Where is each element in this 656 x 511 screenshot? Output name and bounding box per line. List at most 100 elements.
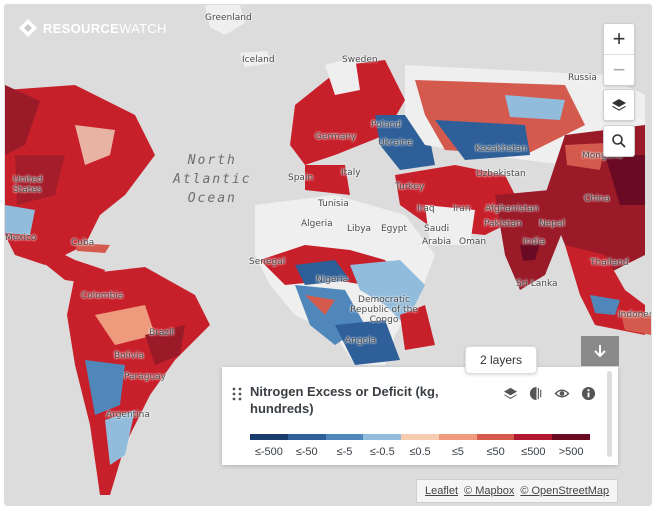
legend-label: ≤-500 [254,446,283,458]
place-label: Afghanistan [485,204,539,214]
legend-color-swatch [287,434,326,440]
ocean-line: Ocean [187,191,237,206]
place-label: Tunisia [318,199,349,209]
place-label: Mexico [5,233,37,243]
basemap-layers-button[interactable] [603,89,635,121]
place-label: Russia [568,73,597,83]
legend-label: ≤5 [451,446,464,458]
place-label: Argentina [106,410,150,420]
place-label: Sri Lanka [516,279,558,289]
legend-toolbar [502,385,596,401]
map-frame: RESOURCEWATCH North Atlantic Ocean Green… [4,4,652,506]
place-label: Ukraine [378,138,413,148]
place-label: Greenland [205,13,252,23]
place-label: Nigeria [316,275,349,285]
layers-toggle-button[interactable] [502,385,518,401]
map-svg [5,5,651,505]
visibility-button[interactable] [554,385,570,401]
place-label: Oman [459,237,487,247]
place-label: Democratic Republic of the Congo [350,295,418,325]
search-button[interactable] [603,125,635,157]
legend-label: ≤0.5 [409,446,431,458]
place-label: Turkey [395,182,425,192]
place-label: Thailand [590,258,629,268]
place-label: Iraq [417,204,435,214]
mapbox-link[interactable]: © Mapbox [464,485,515,497]
map-canvas[interactable] [5,5,651,505]
drag-dots-icon [232,387,242,401]
legend-title: Nitrogen Excess or Deficit (kg, hundreds… [250,384,439,416]
layers-icon [612,99,626,111]
place-label: India [523,237,546,247]
place-label: United States [13,175,43,195]
place-label: Pakistan [484,219,522,229]
ocean-line: Atlantic [173,172,252,187]
info-icon [581,386,595,400]
place-label: Senegal [249,257,286,267]
legend-color-swatch [438,434,477,440]
legend-label: ≤-0.5 [369,446,395,458]
legend-label: ≤50 [486,446,505,458]
place-label: Colombia [81,291,124,301]
place-label: Sweden [342,55,378,65]
resource-watch-logo[interactable]: RESOURCEWATCH [19,19,167,37]
place-label: Egypt [381,224,407,234]
place-label: Bolivia [114,351,145,361]
eye-icon [554,389,570,397]
logo-text-bold: RESOURCE [43,20,120,36]
place-label: Saudi [424,224,450,234]
leaflet-link[interactable]: Leaflet [425,485,459,497]
arrow-down-icon [594,345,606,358]
ocean-line: North [187,153,237,168]
logo-text-light: WATCH [119,20,167,36]
place-label: Italy [341,168,361,178]
place-label: Indonesia [618,310,651,320]
ocean-label: North Atlantic Ocean [173,151,252,208]
legend-color-scale [250,434,591,440]
legend-color-swatch [476,434,515,440]
legend-color-swatch [401,434,439,440]
place-label: Angola [345,336,377,346]
zoom-in-button[interactable]: + [612,26,626,51]
place-label: Cuba [71,238,95,248]
layers-icon [503,387,517,399]
legend-color-swatch [363,434,402,440]
map-legend: Nitrogen Excess or Deficit (kg, hundreds… [222,367,618,465]
opacity-icon [529,386,541,400]
layers-count-tooltip: 2 layers [465,346,538,374]
place-label: Nepal [539,219,565,229]
legend-label: ≤-50 [295,446,318,458]
place-label: Brazil [149,328,175,338]
drag-handle-icon[interactable] [232,387,242,404]
legend-color-swatch [325,434,364,440]
place-label: Libya [347,224,372,234]
legend-scrollbar[interactable] [607,371,612,457]
place-label: China [584,194,610,204]
map-attribution: Leaflet © Mapbox © OpenStreetMap [416,479,619,503]
logo-icon [19,19,37,37]
zoom-control: + − [603,23,635,86]
place-label: Arabia [422,237,452,247]
place-label: Kazakhstan [475,144,527,154]
legend-color-swatch [514,434,553,440]
legend-color-swatch [552,434,591,440]
opacity-button[interactable] [528,385,544,401]
legend-labels: ≤-500 ≤-50 ≤-5 ≤-0.5 ≤0.5 ≤5 ≤50 ≤500 >500 [250,446,590,458]
info-button[interactable] [580,385,596,401]
place-label: Algeria [301,219,333,229]
openstreetmap-link[interactable]: © OpenStreetMap [520,485,610,497]
place-label: Mongolia [582,151,623,161]
place-label: Germany [315,132,357,142]
collapse-legend-button[interactable] [581,336,619,366]
place-label: Iran [453,204,471,214]
legend-label: ≤-5 [336,446,353,458]
legend-color-swatch [250,434,288,440]
legend-label: >500 [558,446,584,458]
place-label: Paraguay [124,372,167,382]
place-label: Poland [371,120,402,130]
zoom-out-button[interactable]: − [604,54,634,85]
place-label: Spain [288,173,314,183]
search-icon [612,134,626,148]
legend-label: ≤500 [521,446,546,458]
place-label: Iceland [242,55,275,65]
